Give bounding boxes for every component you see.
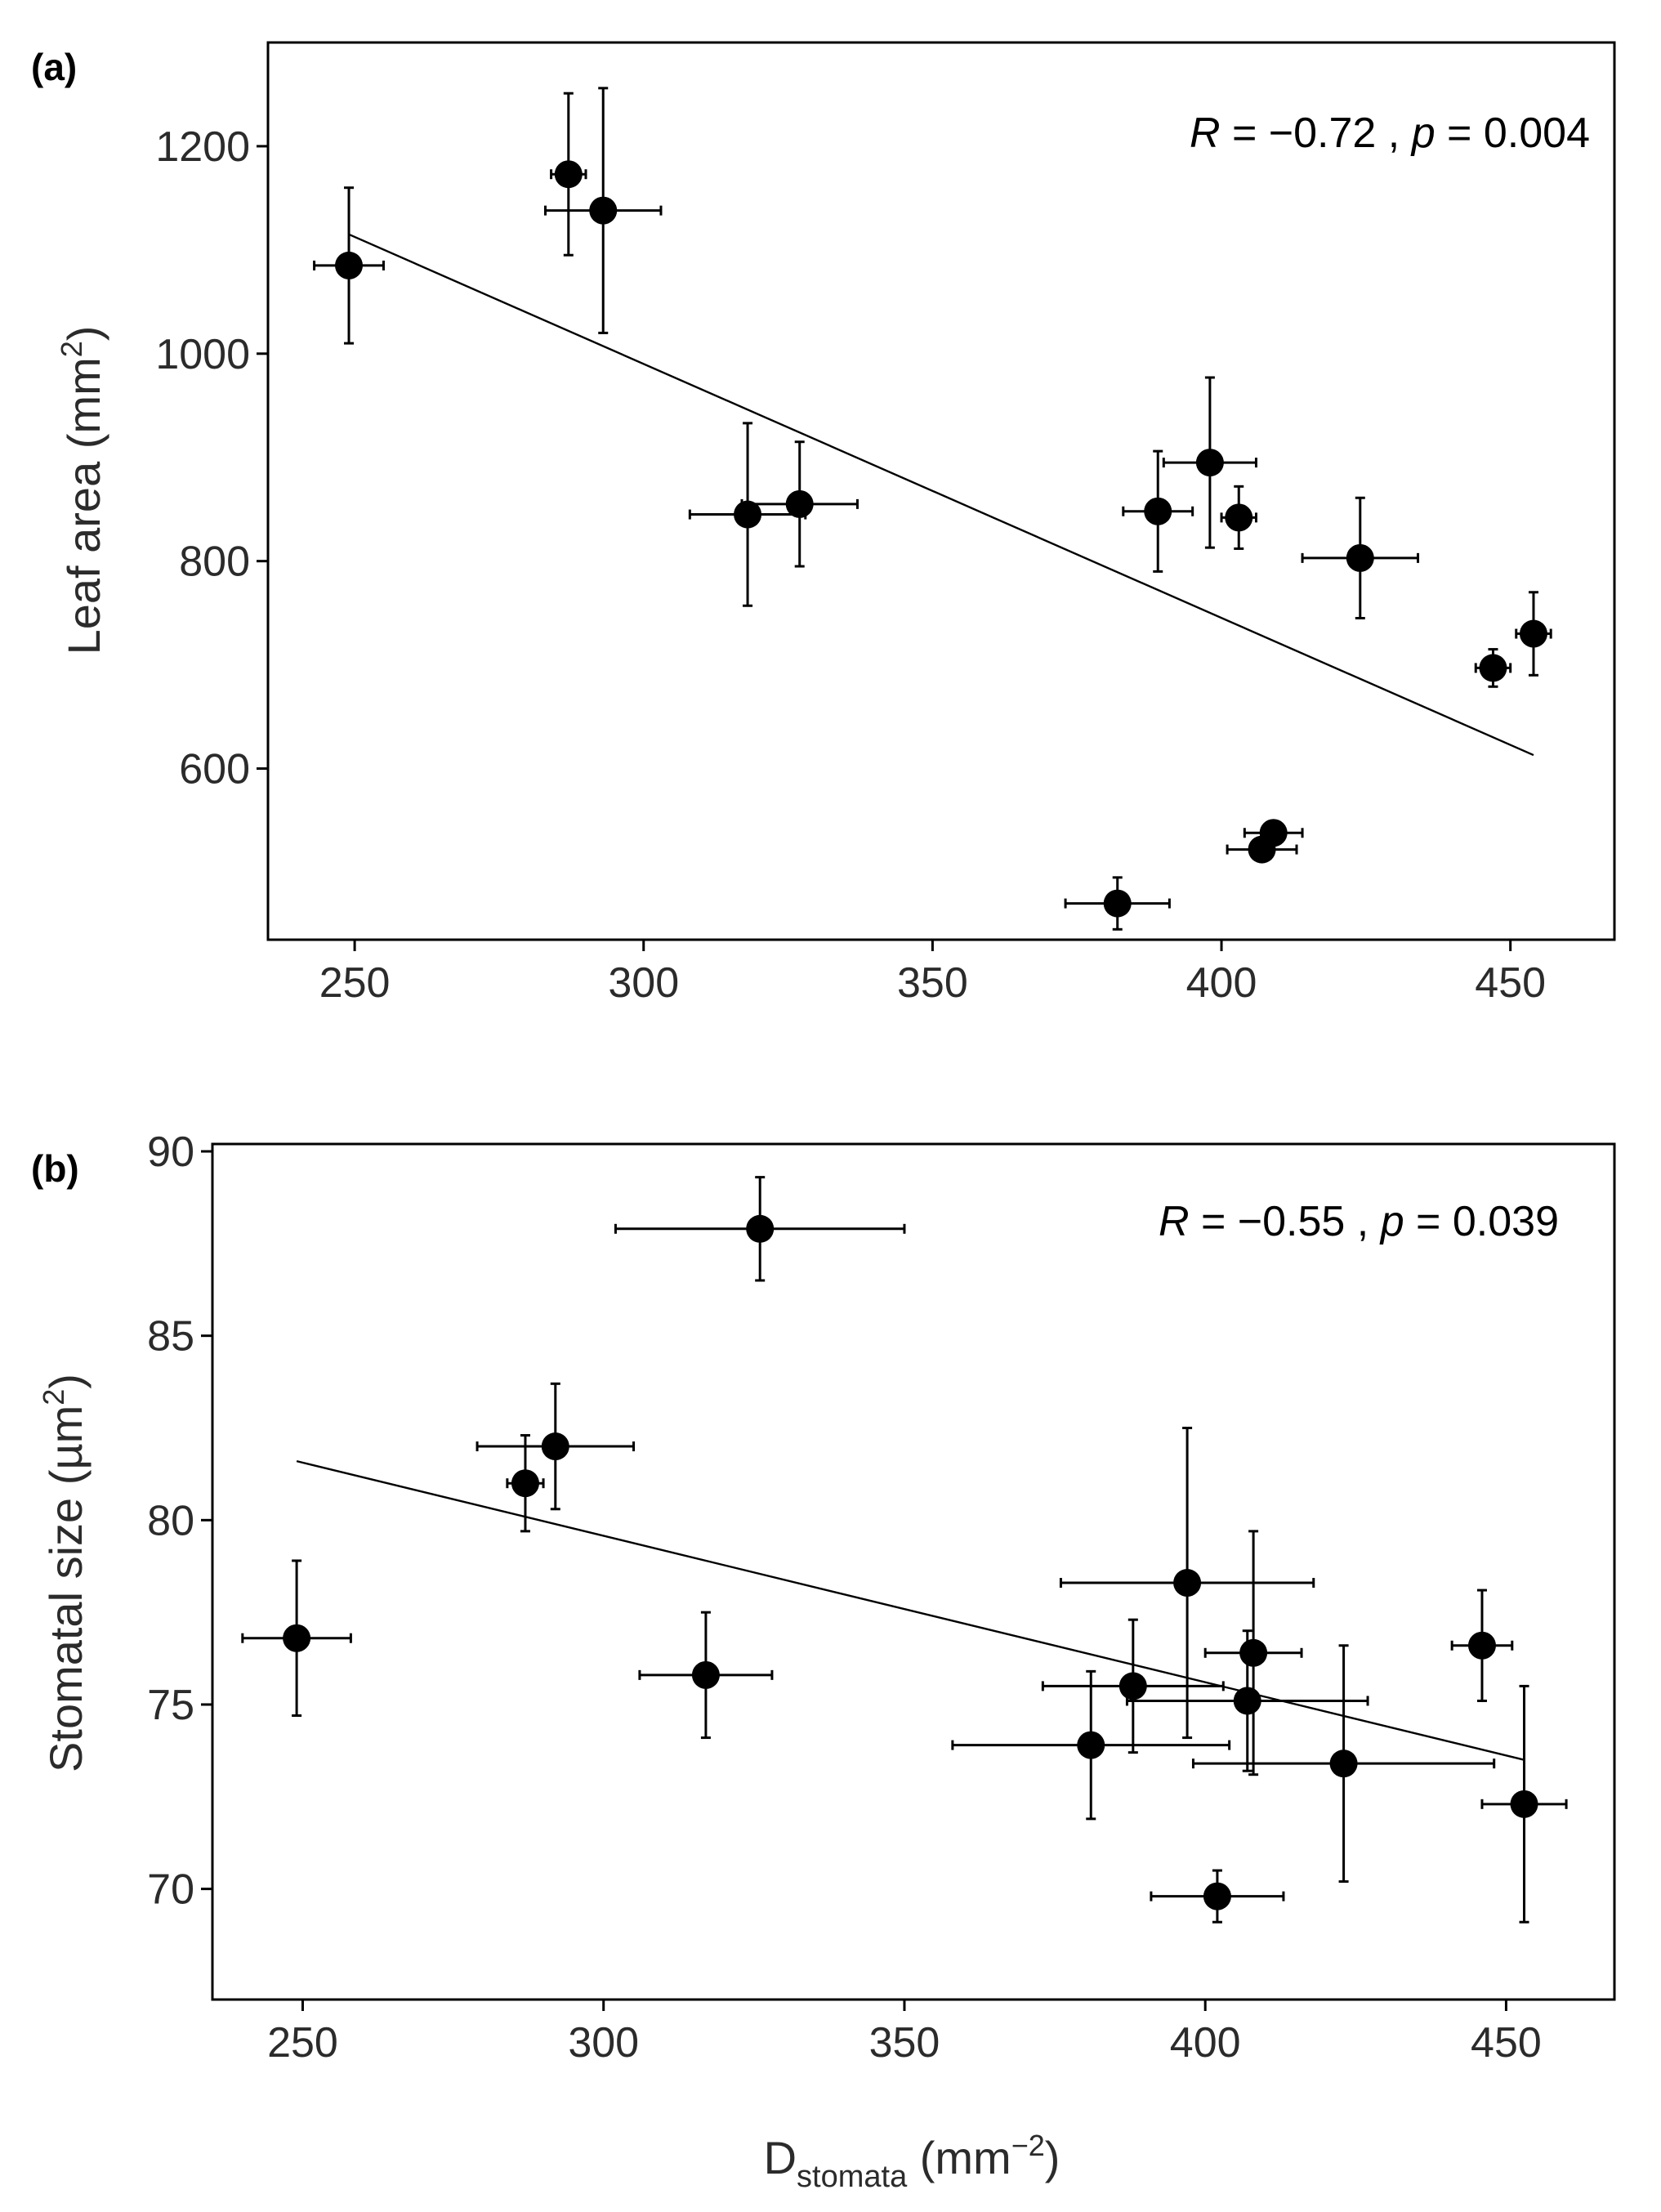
point-marker <box>1510 1790 1538 1818</box>
panel-a-x-ticks: 250 300 350 400 450 <box>319 940 1546 1007</box>
x-tick-label: 350 <box>897 959 968 1007</box>
point-marker <box>1225 503 1253 532</box>
x-tick-label: 400 <box>1186 959 1257 1007</box>
point-marker <box>1077 1731 1105 1759</box>
point-marker <box>746 1214 775 1243</box>
panel-b-label: (b) <box>31 1147 79 1190</box>
regression-line <box>348 233 1534 757</box>
data-point <box>1220 485 1257 550</box>
x-tick-label: 250 <box>319 959 391 1007</box>
data-point <box>1122 449 1194 573</box>
point-marker <box>691 1660 720 1689</box>
data-point <box>688 422 807 607</box>
point-marker <box>554 160 583 189</box>
point-marker <box>1467 1631 1496 1660</box>
data-point <box>1243 819 1304 847</box>
data-point <box>1301 496 1420 619</box>
panel-b-fit-line-group <box>296 1459 1525 1761</box>
y-tick-label: 1000 <box>155 331 250 378</box>
x-tick-label: 300 <box>608 959 679 1007</box>
point-marker <box>1173 1569 1202 1598</box>
panel-a-label: (a) <box>31 46 77 88</box>
point-marker <box>589 196 618 225</box>
panel-a-y-axis-label: Leaf area (mm2) <box>55 326 109 655</box>
data-point <box>1191 1644 1496 1884</box>
y-tick-label: 90 <box>147 1128 194 1176</box>
data-point <box>951 1669 1231 1821</box>
panel-a-fit-line-group <box>348 233 1534 757</box>
point-marker <box>1233 1687 1261 1715</box>
point-marker <box>1519 619 1547 648</box>
y-tick-label: 1200 <box>155 123 250 171</box>
point-marker <box>1144 497 1172 525</box>
data-point <box>614 1176 906 1282</box>
point-marker <box>1203 1882 1231 1910</box>
panel-b-points <box>241 1176 1568 1924</box>
data-point <box>550 92 587 257</box>
panel-a-stats-annotation: R = −0.72 , p = 0.004 <box>1190 109 1590 157</box>
panel-a-points <box>313 87 1552 931</box>
data-point <box>313 186 385 345</box>
data-point <box>1064 876 1171 931</box>
panel-a-y-ticks: 600 800 1000 1200 <box>155 123 268 793</box>
panel-b-x-axis-label: Dstomata (mm−2) <box>764 2129 1060 2194</box>
panel-b-y-axis-label: Stomatal size (µm2) <box>37 1374 92 1772</box>
regression-line <box>296 1459 1525 1761</box>
data-point <box>476 1382 636 1511</box>
y-tick-label: 70 <box>147 1866 194 1914</box>
y-tick-label: 80 <box>147 1497 194 1544</box>
point-marker <box>1239 1638 1268 1667</box>
x-tick-label: 450 <box>1471 2019 1542 2067</box>
point-marker <box>335 251 364 279</box>
y-tick-label: 85 <box>147 1313 194 1361</box>
data-point <box>1515 591 1552 677</box>
point-marker <box>1259 819 1288 847</box>
x-tick-label: 450 <box>1475 959 1546 1007</box>
data-point <box>1203 1530 1303 1776</box>
data-point <box>638 1611 774 1740</box>
point-marker <box>1329 1749 1358 1778</box>
point-marker <box>1479 654 1507 682</box>
y-tick-label: 600 <box>179 746 250 793</box>
point-marker <box>1346 543 1374 572</box>
data-point <box>740 440 859 568</box>
panel-b-y-ticks: 70 75 80 85 90 <box>147 1128 212 1914</box>
data-point <box>1059 1426 1315 1740</box>
data-point <box>241 1559 352 1718</box>
panel-a-plot-frame <box>266 41 1616 941</box>
point-marker <box>511 1469 539 1498</box>
point-marker <box>1103 889 1132 918</box>
point-marker <box>283 1624 311 1652</box>
panel-b: (b) 250 300 350 400 450 70 75 80 85 90 Stomatal … <box>31 1128 1616 2194</box>
x-tick-label: 350 <box>869 2019 940 2067</box>
x-tick-label: 250 <box>267 2019 338 2067</box>
data-point <box>1450 1589 1514 1702</box>
data-point <box>1150 1869 1285 1924</box>
y-tick-label: 75 <box>147 1682 194 1729</box>
panel-b-plot-frame <box>211 1142 1616 2001</box>
panel-b-stats-annotation: R = −0.55 , p = 0.039 <box>1159 1198 1559 1245</box>
panel-b-x-ticks: 250 300 350 400 450 <box>267 2000 1542 2067</box>
panel-a: (a) 250 300 350 400 450 600 800 1000 1200 Leaf … <box>31 41 1616 1007</box>
x-tick-label: 300 <box>568 2019 639 2067</box>
data-point <box>1480 1684 1568 1924</box>
point-marker <box>785 489 814 518</box>
point-marker <box>541 1432 569 1461</box>
point-marker <box>1118 1672 1147 1700</box>
data-point <box>506 1434 545 1533</box>
y-tick-label: 800 <box>179 538 250 586</box>
data-point <box>1162 376 1257 549</box>
point-marker <box>1195 449 1224 477</box>
data-point <box>544 87 663 334</box>
x-tick-label: 400 <box>1170 2019 1241 2067</box>
data-point <box>1474 648 1512 688</box>
data-point <box>1041 1618 1225 1754</box>
